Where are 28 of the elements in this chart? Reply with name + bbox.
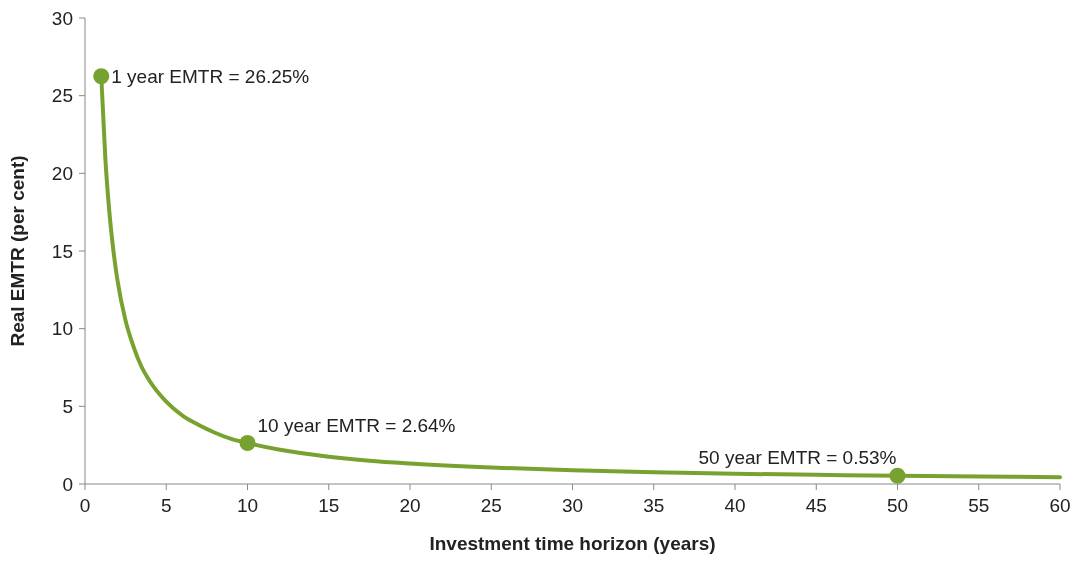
x-tick-label: 0 xyxy=(79,495,91,516)
y-tick-label: 5 xyxy=(62,395,73,417)
x-tick-label: 20 xyxy=(399,495,421,516)
annotation: 50 year EMTR = 0.53% xyxy=(698,447,897,469)
x-tick-label: 55 xyxy=(968,495,990,516)
y-tick-label: 10 xyxy=(51,318,73,340)
x-tick-label: 35 xyxy=(643,495,665,516)
y-tick-label: 30 xyxy=(51,7,73,29)
x-tick-label: 10 xyxy=(236,495,259,516)
x-axis-title: Investment time horizon (years) xyxy=(429,533,716,554)
annotation: 10 year EMTR = 2.64% xyxy=(257,414,456,436)
point xyxy=(93,68,110,85)
x-tick-label: 50 xyxy=(886,495,909,516)
y-axis-title: Real EMTR (per cent) xyxy=(7,155,28,347)
point xyxy=(239,434,256,451)
point xyxy=(889,467,906,484)
x-tick-label: 60 xyxy=(1049,495,1071,516)
x-tick-label: 25 xyxy=(480,495,502,516)
x-tick-label: 5 xyxy=(160,495,172,516)
y-tick-label: 0 xyxy=(62,473,73,495)
y-tick-label: 25 xyxy=(51,85,73,107)
annotation: 1 year EMTR = 26.25% xyxy=(111,65,310,87)
x-tick-label: 30 xyxy=(561,495,584,516)
x-tick-label: 40 xyxy=(724,495,746,516)
x-tick-label: 45 xyxy=(805,495,827,516)
x-tick-label: 15 xyxy=(318,495,340,516)
y-tick-label: 15 xyxy=(51,240,73,262)
y-tick-label: 20 xyxy=(51,162,73,184)
